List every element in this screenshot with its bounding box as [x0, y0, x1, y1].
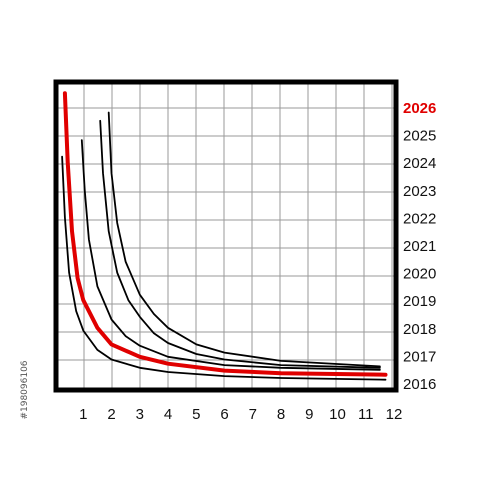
- series-line: [61, 155, 387, 381]
- series-line: [107, 111, 381, 368]
- side-code: #198096106: [20, 360, 30, 420]
- x-tick-label: 8: [277, 406, 285, 423]
- x-tick-label: 6: [220, 406, 228, 423]
- x-tick-label: 3: [136, 406, 144, 423]
- y-tick-label: 2018: [403, 321, 436, 338]
- y-tick-label: 2017: [403, 348, 436, 365]
- series-line-highlight: [62, 91, 388, 377]
- x-tick-label: 11: [358, 406, 374, 423]
- y-tick-label: 2016: [403, 376, 436, 393]
- x-tick-label: 7: [249, 406, 257, 423]
- y-tick-label-highlight: 2026: [403, 100, 436, 117]
- x-axis-ticks: 1 2 3 4 5 6 7 8 9 10 11 12: [79, 406, 402, 423]
- grid: [56, 82, 396, 390]
- series-line: [80, 139, 381, 371]
- curves: [61, 91, 388, 381]
- x-tick-label: 5: [192, 406, 200, 423]
- x-tick-label: 1: [79, 406, 87, 423]
- x-tick-label: 9: [305, 406, 313, 423]
- plot-frame: [53, 79, 399, 393]
- series-line: [99, 119, 381, 369]
- y-tick-label: 2024: [403, 155, 436, 172]
- y-tick-label: 2022: [403, 210, 436, 227]
- y-tick-label: 2025: [403, 128, 436, 145]
- x-tick-label: 10: [329, 406, 346, 423]
- x-tick-label: 12: [386, 406, 403, 423]
- x-tick-label: 4: [164, 406, 172, 423]
- y-tick-label: 2020: [403, 266, 436, 283]
- y-axis-ticks: 2016 2017 2018 2019 2020 2021 2022 2023 2024 2025…: [403, 100, 436, 393]
- x-tick-label: 2: [107, 406, 115, 423]
- y-tick-label: 2021: [403, 238, 436, 255]
- y-tick-label: 2023: [403, 183, 436, 200]
- y-tick-label: 2019: [403, 293, 436, 310]
